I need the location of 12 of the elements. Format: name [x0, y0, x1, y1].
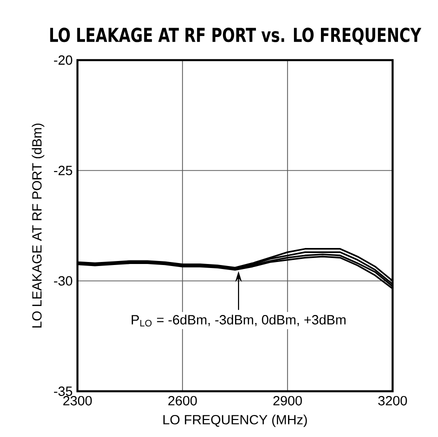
chart-title: LO LEAKAGE AT RF PORT vs. LO FREQUENCY — [50, 28, 422, 45]
x-tick-label: 2300 — [63, 396, 92, 406]
y-tick-label: -20 — [54, 56, 72, 65]
y-tick-label: -35 — [54, 386, 72, 396]
annotation: P$_{LO}$ = -6dBm, -3dBm, 0dBm, +3dBm — [132, 314, 346, 327]
x-tick-label: 2600 — [168, 396, 197, 406]
x-tick-label: 2900 — [273, 396, 302, 406]
x-tick-label: 3200 — [378, 396, 407, 406]
y-tick-label: -25 — [54, 166, 72, 176]
y-tick-label: -30 — [54, 276, 72, 286]
y-axis-title: LO LEAKAGE AT RF PORT (dBm) — [32, 124, 44, 328]
x-axis-title: LO FREQUENCY (MHz) — [163, 414, 307, 428]
